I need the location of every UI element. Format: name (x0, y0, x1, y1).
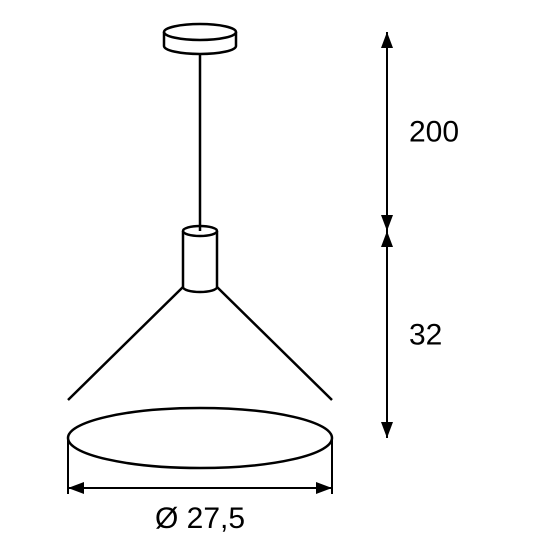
lamp-height-label: 32 (409, 319, 442, 352)
pendant-lamp-outline (68, 24, 332, 468)
diameter-label: Ø 27,5 (155, 502, 245, 535)
dimension-diagram: 200 32 Ø 27,5 (0, 0, 540, 540)
dimension-lines (68, 32, 393, 494)
cable-length-label: 200 (409, 116, 459, 149)
